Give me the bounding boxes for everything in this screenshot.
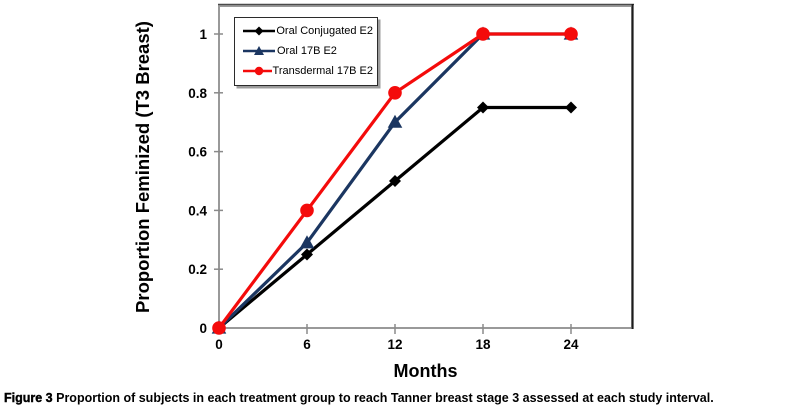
legend: Oral Conjugated E2 Oral 17B E2 Transderm… <box>234 17 378 86</box>
legend-swatch-circle-icon <box>243 66 272 76</box>
y-tick-label: 0.4 <box>188 203 207 218</box>
y-axis-title: Proportion Feminized (T3 Breast) <box>132 21 154 313</box>
x-tick-label: 0 <box>215 337 223 352</box>
legend-label: Oral Conjugated E2 <box>276 25 373 37</box>
x-tick-label: 24 <box>563 337 579 352</box>
x-tick-label: 6 <box>303 337 311 352</box>
marker-triangle <box>299 235 315 249</box>
legend-swatch-diamond-icon <box>243 26 275 36</box>
x-tick-label: 12 <box>387 337 402 352</box>
legend-swatch-triangle-icon <box>243 46 275 55</box>
y-tick-label: 0.2 <box>188 262 207 277</box>
y-axis-title-wrap: Proportion Feminized (T3 Breast) <box>124 6 162 328</box>
x-axis-title: Months <box>393 361 458 381</box>
y-tick-label: 1 <box>199 27 207 42</box>
chart-canvas: 0 0.2 0.4 0.6 0.8 1 0 6 12 18 24 <box>188 3 634 352</box>
marker-diamond <box>301 248 313 261</box>
figure-caption-label: Figure 3 <box>4 391 53 405</box>
figure-caption: Figure 3 Proportion of subjects in each … <box>4 391 791 405</box>
y-tick-label: 0.6 <box>188 145 207 160</box>
triangle-marker-icon <box>254 46 264 55</box>
circle-marker-icon <box>254 66 264 76</box>
legend-item: Oral Conjugated E2 <box>242 22 373 40</box>
marker-diamond <box>389 175 401 187</box>
figure-caption-text: Proportion of subjects in each treatment… <box>56 391 714 405</box>
marker-circle <box>300 203 314 218</box>
marker-diamond <box>477 101 489 114</box>
marker-circle <box>212 321 226 335</box>
marker-triangle <box>387 114 403 128</box>
y-tick-label: 0 <box>199 321 207 336</box>
legend-label: Transdermal 17B E2 <box>272 65 373 77</box>
legend-item: Oral 17B E2 <box>242 42 373 60</box>
marker-circle <box>476 27 490 41</box>
marker-circle <box>564 27 578 41</box>
marker-diamond <box>565 101 577 114</box>
y-tick-label: 0.8 <box>188 86 207 101</box>
marker-circle <box>388 86 402 100</box>
diamond-marker-icon <box>254 26 264 36</box>
x-tick-label: 18 <box>475 337 491 352</box>
legend-item: Transdermal 17B E2 <box>242 62 373 80</box>
legend-label: Oral 17B E2 <box>277 45 337 57</box>
